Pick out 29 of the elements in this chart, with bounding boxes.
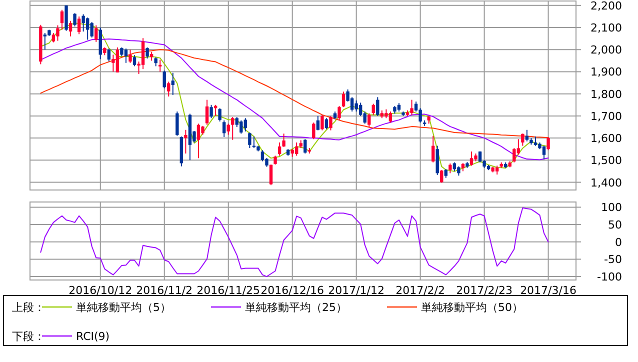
legend-title: 上段： — [12, 301, 45, 314]
y-tick-label: 2,200 — [590, 0, 622, 12]
y-tick-label: 1,900 — [590, 66, 622, 79]
legend-title: 下段： — [12, 330, 45, 343]
y-tick-label: 2,000 — [590, 44, 622, 57]
legend-label: 単純移動平均（5） — [76, 301, 171, 314]
y-tick-label: 50 — [608, 218, 622, 232]
y-tick-label: -50 — [604, 253, 622, 266]
legend-label: RCI(9) — [76, 330, 110, 343]
y-tick-label: 0 — [615, 236, 622, 249]
y-tick-label: 1,700 — [590, 110, 622, 123]
legend: 下段： RCI(9) — [12, 330, 110, 343]
legend-label: 単純移動平均（50） — [421, 301, 523, 314]
legend-label: 単純移動平均（25） — [245, 301, 347, 314]
y-tick-label: 1,600 — [590, 132, 622, 146]
x-tick-label: 2016/11/2 — [136, 284, 193, 297]
y-tick-label: -100 — [597, 270, 622, 284]
x-tick-label: 2016/11/25 — [196, 284, 260, 297]
x-tick-label: 2016/10/12 — [68, 284, 132, 297]
x-tick-label: 2017/2/23 — [456, 284, 512, 297]
x-tick-label: 2017/3/16 — [520, 284, 576, 297]
y-tick-label: 100 — [601, 201, 622, 214]
y-tick-label: 2,100 — [590, 22, 622, 35]
y-tick-label: 1,400 — [590, 176, 622, 190]
y-tick-label: 1,500 — [590, 154, 622, 168]
x-tick-label: 2016/12/16 — [260, 284, 324, 297]
x-tick-label: 2017/2/2 — [396, 284, 446, 297]
y-tick-label: 1,800 — [590, 88, 622, 101]
x-tick-label: 2017/1/12 — [328, 284, 385, 297]
